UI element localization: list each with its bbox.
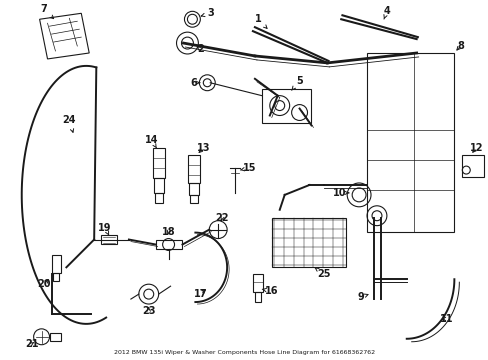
Bar xyxy=(262,89,311,123)
Text: 21: 21 xyxy=(25,339,39,349)
Text: 11: 11 xyxy=(439,314,452,324)
Text: 20: 20 xyxy=(37,279,50,289)
Text: 18: 18 xyxy=(162,226,175,237)
Bar xyxy=(155,239,182,249)
Bar xyxy=(190,195,198,203)
Text: 7: 7 xyxy=(40,4,54,19)
Text: 15: 15 xyxy=(240,163,256,173)
Bar xyxy=(153,178,163,193)
Text: 2012 BMW 135i Wiper & Washer Components Hose Line Diagram for 61668362762: 2012 BMW 135i Wiper & Washer Components … xyxy=(114,350,374,355)
Text: 5: 5 xyxy=(291,76,303,90)
Text: 23: 23 xyxy=(142,306,155,316)
Bar xyxy=(366,53,453,231)
Text: 17: 17 xyxy=(193,289,207,299)
Bar xyxy=(188,155,200,183)
Text: 22: 22 xyxy=(215,213,228,223)
Bar xyxy=(51,255,61,273)
Text: 13: 13 xyxy=(196,143,210,153)
Bar xyxy=(252,274,263,292)
Bar xyxy=(254,292,260,302)
Text: 25: 25 xyxy=(314,267,330,279)
Text: 6: 6 xyxy=(190,78,199,88)
Bar xyxy=(49,333,61,341)
Bar xyxy=(271,218,346,267)
Text: 14: 14 xyxy=(144,135,158,148)
Bar xyxy=(154,193,163,203)
Text: 9: 9 xyxy=(357,292,367,302)
Text: 3: 3 xyxy=(201,8,213,18)
Bar xyxy=(461,155,483,177)
Text: 2: 2 xyxy=(197,44,203,54)
Text: 12: 12 xyxy=(468,143,482,153)
Text: 4: 4 xyxy=(383,6,389,19)
Text: 16: 16 xyxy=(262,286,278,296)
Text: 1: 1 xyxy=(254,14,266,28)
Text: 8: 8 xyxy=(456,41,463,51)
Text: 10: 10 xyxy=(332,188,348,198)
Bar xyxy=(101,235,117,244)
Bar xyxy=(189,183,199,195)
Text: 24: 24 xyxy=(62,116,76,132)
Bar xyxy=(152,148,164,178)
Text: 19: 19 xyxy=(98,222,112,235)
Bar xyxy=(53,273,60,281)
